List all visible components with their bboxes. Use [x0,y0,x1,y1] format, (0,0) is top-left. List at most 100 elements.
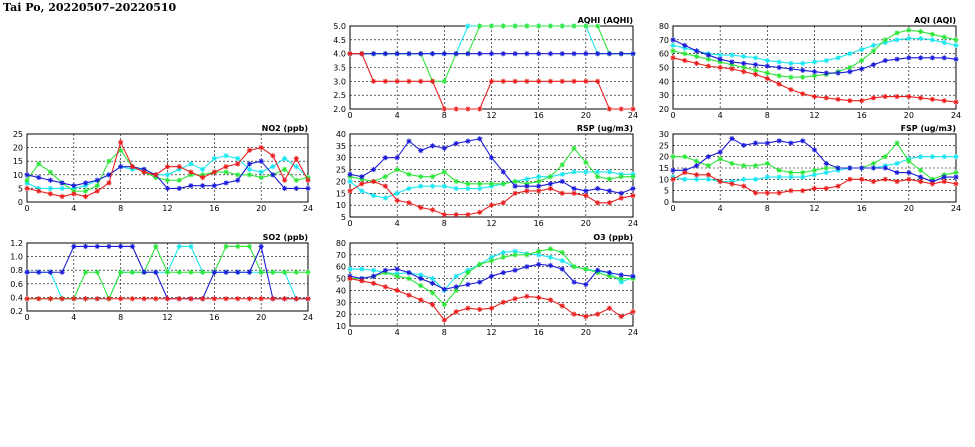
y-tick-label: 5.0 [333,22,346,31]
data-point [752,55,759,61]
data-point [82,188,89,194]
data-point [246,147,253,153]
data-point [811,93,818,100]
data-point [246,161,253,167]
x-tick-label: 8 [765,111,770,120]
chart-aqhi: 0 4 8 12 16 20 24 2.0 2.5 3.0 3.5 4.0 4.5 5.0 AQHI (AQ… [333,16,638,120]
data-point [129,269,135,275]
data-point [223,296,229,302]
data-point [429,51,436,57]
data-point [71,185,77,191]
data-point [559,23,565,29]
data-point [164,269,171,275]
data-point [800,138,806,144]
data-point [488,273,495,279]
data-point [583,51,589,57]
data-point [235,177,241,183]
data-point [429,280,436,286]
data-point [764,63,770,69]
data-point [729,59,735,65]
x-tick-label: 8 [765,204,770,213]
x-tick-label: 0 [347,328,352,337]
data-point [705,176,711,182]
data-point [441,51,447,57]
data-point [211,169,217,175]
data-point [693,163,700,169]
y-tick-label: 2.5 [333,91,346,100]
data-point [870,42,877,48]
data-point [953,174,959,180]
data-point [153,243,159,249]
data-point [776,59,782,65]
x-tick-label: 0 [347,111,352,120]
data-point [94,243,100,249]
data-point [453,212,459,218]
data-point [764,174,770,180]
data-point [59,269,65,275]
data-point [235,243,241,249]
data-point [918,179,924,185]
data-point [953,99,959,105]
data-point [477,106,483,112]
data-point [453,178,459,185]
data-point [823,165,829,171]
data-point [465,181,471,187]
data-point [281,155,288,162]
y-tick-label: 15 [13,157,23,166]
data-point [705,154,711,160]
x-tick-label: 16 [534,111,544,120]
data-point [246,296,253,302]
data-point [200,269,206,275]
data-point [918,28,924,35]
data-point [693,60,700,66]
data-point [500,299,506,305]
y-tick-label: 25 [336,166,346,175]
data-point [752,62,759,68]
data-point [270,153,276,159]
data-point [606,188,613,194]
data-point [788,188,794,194]
data-point [24,269,30,275]
data-point [47,269,54,275]
x-tick-label: 24 [951,111,961,120]
data-point [941,174,947,180]
x-tick-label: 4 [395,219,400,228]
data-point [106,180,112,186]
data-point [406,275,412,282]
data-point [370,273,377,279]
data-point [536,248,542,254]
data-point [512,178,518,185]
data-point [47,177,54,183]
data-point [71,183,77,189]
data-point [670,37,676,43]
data-point [918,95,924,101]
data-point [859,57,865,64]
data-point [741,183,747,189]
data-point [583,78,589,84]
y-tick-label: 0.2 [10,307,23,316]
data-point [929,96,936,102]
data-point [929,154,936,160]
data-point [71,243,77,249]
x-tick-label: 16 [857,204,867,213]
data-point [418,183,424,189]
data-point [465,138,471,144]
data-point [370,51,377,57]
data-point [370,280,377,286]
data-point [776,64,782,71]
y-tick-label: 20 [13,144,23,153]
y-tick-label: 60 [659,50,669,59]
data-point [776,167,782,173]
data-point [293,164,299,170]
data-point [536,252,542,258]
data-point [293,296,299,302]
data-point [153,172,159,178]
y-tick-label: 10 [659,175,669,184]
data-point [164,164,171,170]
data-point [847,165,853,171]
series-blue [670,37,959,76]
data-point [524,293,530,299]
data-point [429,78,436,84]
data-point [512,296,518,302]
